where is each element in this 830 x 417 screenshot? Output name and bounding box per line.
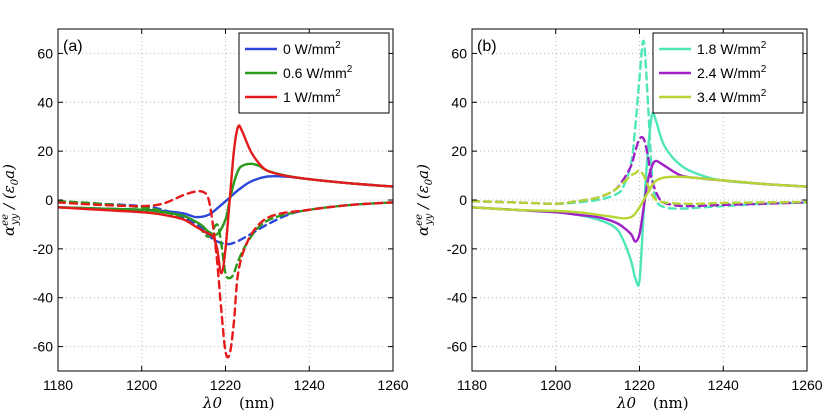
y-tick-label: 20: [451, 143, 467, 159]
legend-b: 1.8 W/mm2 2.4 W/mm2 3.4 W/mm2: [652, 32, 804, 114]
legend-label: 2.4 W/mm2: [697, 64, 767, 81]
y-tick-label: 40: [451, 94, 467, 110]
legend-label: 1 W/mm2: [283, 88, 341, 105]
x-tick-label: 1180: [43, 377, 73, 393]
legend-label: 3.4 W/mm2: [697, 88, 767, 105]
x-axis-symbol-a: λ0: [202, 394, 223, 412]
y-axis-label-a: αeeyy / (ε0a): [0, 164, 21, 236]
legend-label-superscript: 2: [761, 88, 767, 99]
y-axis-text-a: αeeyy / (ε0a): [0, 164, 21, 236]
legend-label-superscript: 2: [761, 64, 767, 75]
series-layer-a: [58, 124, 393, 359]
series-line-solid: [58, 124, 393, 275]
x-axis-label-b: λ0 (nm): [616, 394, 689, 412]
y-tick-label: 60: [37, 45, 53, 61]
x-tick-label: 1220: [624, 377, 655, 393]
series-layer-b: [472, 39, 807, 287]
legend-a: 0 W/mm2 0.6 W/mm2 1 W/mm2: [238, 32, 390, 114]
y-tick-label: 60: [451, 45, 467, 61]
x-tick-label: 1260: [377, 377, 408, 393]
y-tick-label: -20: [33, 241, 53, 257]
y-tick-label: -20: [447, 241, 467, 257]
x-tick-label: 1180: [457, 377, 487, 393]
panel-b: 1180 1200 1220 1240 1260 -60 -40 -20 0 20 40 60 (b)…: [414, 28, 823, 412]
x-tick-label: 1200: [126, 377, 157, 393]
panel-a: 1180 1200 1220 1240 1260 -60 -40 -20 0 20 40 60 (a)…: [0, 28, 409, 412]
x-tick-label: 1220: [210, 377, 241, 393]
x-axis-symbol-b: λ0: [616, 394, 637, 412]
x-axis-unit-b: (nm): [653, 394, 689, 412]
y-tick-label: 40: [37, 94, 53, 110]
y-tick-label: -60: [447, 339, 467, 355]
y-tick-label: -60: [33, 339, 53, 355]
legend-label-superscript: 2: [335, 40, 341, 51]
y-axis-text-b: αeeyy / (ε0a): [414, 164, 435, 236]
legend-label-superscript: 2: [761, 40, 767, 51]
x-tick-label: 1200: [540, 377, 571, 393]
y-tick-label: -40: [447, 290, 467, 306]
legend-label: 0.6 W/mm2: [283, 64, 353, 81]
legend-label-superscript: 2: [335, 88, 341, 99]
ticks-b: 1180 1200 1220 1240 1260 -60 -40 -20 0 20 40 60: [447, 29, 823, 393]
y-tick-label: -40: [33, 290, 53, 306]
x-tick-label: 1240: [708, 377, 739, 393]
ticks-a: 1180 1200 1220 1240 1260 -60 -40 -20 0 20 40 60: [33, 29, 409, 393]
legend-label: 0 W/mm2: [283, 40, 341, 57]
x-tick-label: 1240: [294, 377, 325, 393]
panel-label-a: (a): [63, 38, 83, 55]
y-tick-label: 20: [37, 143, 53, 159]
panel-label-b: (b): [477, 38, 497, 55]
y-tick-label: 0: [459, 192, 467, 208]
series-line-dashed: [472, 135, 807, 208]
legend-label: 1.8 W/mm2: [697, 40, 767, 57]
legend-label-superscript: 2: [347, 64, 353, 75]
y-tick-label: 0: [45, 192, 53, 208]
x-axis-label-a: λ0 (nm): [202, 394, 275, 412]
series-line-dashed: [472, 169, 807, 206]
x-axis-unit-a: (nm): [239, 394, 275, 412]
series-line-dashed: [58, 190, 393, 359]
series-line-dashed: [58, 200, 393, 280]
series-line-solid: [472, 175, 807, 220]
x-tick-label: 1260: [791, 377, 822, 393]
series-line-dashed: [472, 39, 807, 210]
y-axis-label-b: αeeyy / (ε0a): [414, 164, 435, 236]
